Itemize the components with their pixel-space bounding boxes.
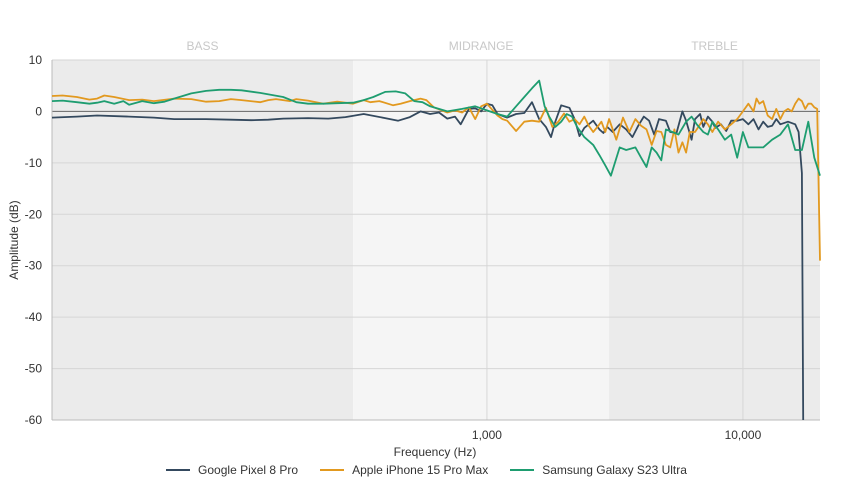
legend-swatch [320, 469, 345, 471]
y-tick-label: 0 [35, 104, 42, 118]
grid-lines [52, 59, 820, 421]
legend-swatch [166, 469, 191, 471]
y-tick-label: -60 [25, 413, 43, 427]
y-axis-title: Amplitude (dB) [7, 200, 21, 279]
legend-item[interactable]: Apple iPhone 15 Pro Max [320, 463, 488, 477]
band-label-treble: TREBLE [691, 39, 738, 53]
x-axis-title: Frequency (Hz) [394, 445, 477, 459]
legend-item[interactable]: Google Pixel 8 Pro [166, 463, 298, 477]
y-tick-label: -10 [25, 156, 43, 170]
band-label-midrange: MIDRANGE [449, 39, 514, 53]
x-tick-label: 10,000 [725, 428, 762, 442]
frequency-bands: BASS MIDRANGE TREBLE [52, 39, 820, 420]
legend-item[interactable]: Samsung Galaxy S23 Ultra [510, 463, 687, 477]
y-tick-label: -40 [25, 310, 43, 324]
band-treble [609, 60, 820, 420]
series-lines [51, 79, 821, 421]
band-label-bass: BASS [187, 39, 219, 53]
y-tick-label: -30 [25, 259, 43, 273]
y-tick-label: -20 [25, 207, 43, 221]
legend-label: Google Pixel 8 Pro [198, 463, 299, 477]
x-tick-label: 1,000 [472, 428, 502, 442]
band-midrange [353, 60, 610, 420]
legend: Google Pixel 8 Pro Apple iPhone 15 Pro Ma… [0, 460, 853, 480]
axes: 10 0 -10 -20 -30 -40 -50 -60 1,000 10,000 [25, 53, 820, 442]
legend-label: Apple iPhone 15 Pro Max [352, 463, 489, 477]
series-line-apple-iphone-15-pro-max [51, 94, 821, 261]
y-tick-label: 10 [29, 53, 43, 67]
legend-swatch [510, 469, 535, 471]
legend-label: Samsung Galaxy S23 Ultra [542, 463, 687, 477]
band-bass [52, 60, 354, 420]
y-tick-label: -50 [25, 362, 43, 376]
series-line-samsung-galaxy-s23-ultra [51, 79, 821, 177]
